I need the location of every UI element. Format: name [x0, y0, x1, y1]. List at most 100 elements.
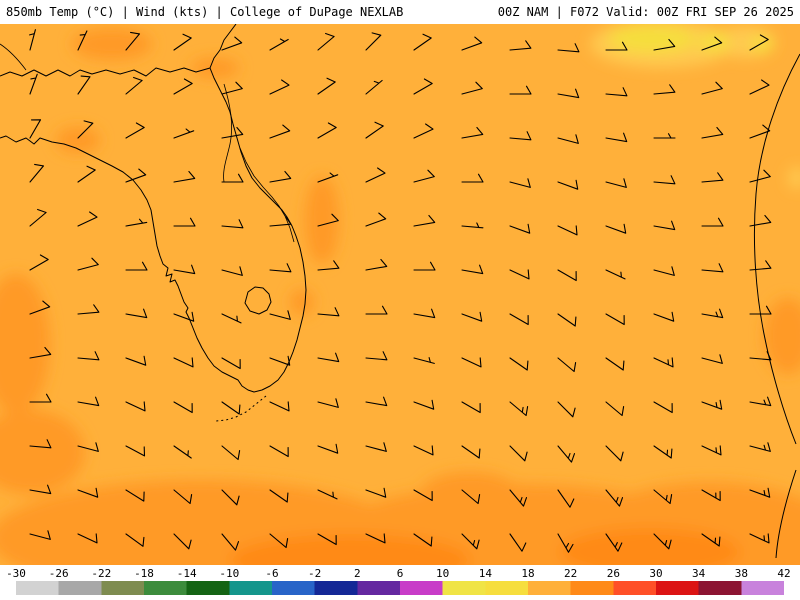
wind-barb — [557, 533, 574, 553]
wind-barb — [701, 308, 724, 319]
wind-barb — [605, 41, 628, 51]
wind-barb — [317, 213, 339, 227]
wind-barb — [365, 487, 387, 498]
wind-barb — [317, 533, 337, 546]
product-title: 850mb Temp (°C) | Wind (kts) | College o… — [6, 5, 404, 19]
wind-barb — [125, 261, 148, 271]
colorbar-tick-label: 26 — [606, 567, 620, 580]
wind-barb — [749, 260, 772, 271]
wind-barb — [77, 30, 88, 51]
wind-barb — [221, 445, 241, 461]
georgia-coast-and-state-border — [0, 24, 237, 77]
bahamas-coastline — [753, 53, 800, 559]
wind-barb — [77, 442, 99, 452]
wind-barb — [269, 401, 290, 412]
wind-barb — [653, 311, 675, 322]
wind-barb — [557, 445, 576, 463]
wind-barb — [125, 308, 148, 319]
wind-barb — [557, 134, 579, 144]
wind-barb — [317, 443, 339, 454]
wind-barb — [317, 260, 340, 271]
temperature-patch — [750, 36, 774, 52]
wind-barb — [269, 445, 289, 458]
colorbar-tick-label: 14 — [478, 567, 492, 580]
colorbar-tick-label: -14 — [176, 567, 197, 580]
wind-barb — [365, 533, 386, 544]
wind-barb — [317, 32, 335, 51]
colorbar-gradient — [16, 581, 784, 595]
wind-barb — [221, 266, 243, 276]
wind-barb — [413, 214, 436, 227]
colorbar-tick-label: -30 — [6, 567, 26, 580]
wind-barb — [701, 217, 724, 227]
wind-barb — [509, 533, 527, 552]
wind-barb — [125, 355, 147, 366]
wind-barbs-layer — [29, 29, 772, 553]
wind-barb — [509, 269, 530, 280]
wind-barb — [701, 354, 723, 364]
wind-barb — [269, 216, 292, 227]
temperature-patch — [72, 28, 152, 60]
colorbar-tick-label: 38 — [734, 567, 748, 580]
wind-barb — [749, 214, 772, 227]
wind-barb — [749, 34, 769, 51]
wind-barb — [461, 264, 484, 275]
wind-barb — [509, 223, 531, 234]
wind-barb — [365, 305, 388, 315]
wind-barb — [125, 76, 143, 95]
wind-barb — [413, 357, 435, 364]
wind-barb — [749, 169, 771, 183]
florida-coastline — [0, 67, 307, 393]
wind-barb — [173, 33, 192, 51]
wind-barb — [653, 38, 676, 51]
wind-barb — [461, 173, 484, 183]
colorbar-tick-label: -2 — [308, 567, 322, 580]
title-bar: 850mb Temp (°C) | Wind (kts) | College o… — [0, 0, 800, 24]
wind-barb — [269, 170, 292, 183]
temperature-patch — [560, 528, 740, 565]
wind-barb — [269, 533, 289, 549]
wind-barb — [413, 533, 433, 547]
wind-barb — [557, 313, 577, 327]
wind-barb — [125, 401, 146, 412]
wind-barb — [221, 357, 241, 370]
colorbar-tick-labels: -30 -26 -22 -18 -14 -10 -6 -2 2 6 10 14 18 22 26 30 34 38… — [6, 567, 791, 580]
wind-barb — [77, 211, 98, 227]
wind-barb — [605, 357, 625, 371]
wind-barb — [557, 225, 578, 236]
temperature-patch — [290, 289, 314, 315]
wind-barb — [749, 305, 772, 315]
wind-barb — [605, 313, 625, 326]
wind-barb — [173, 445, 192, 459]
river-squiggle-nw — [0, 43, 27, 71]
colorbar-tick-label: -18 — [134, 567, 154, 580]
wind-barb — [413, 169, 435, 183]
wind-barb — [29, 208, 47, 227]
wind-barb — [749, 442, 771, 452]
wind-barb — [29, 29, 36, 51]
wind-barb — [749, 533, 770, 544]
wind-barb — [749, 79, 770, 95]
wind-barb — [461, 36, 483, 51]
wind-barb — [125, 533, 145, 547]
wind-barb — [557, 489, 575, 508]
wind-barb — [173, 128, 195, 139]
florida-keys — [215, 395, 267, 422]
wind-barb — [509, 40, 532, 51]
temperature-patch — [764, 298, 800, 374]
wind-barb — [509, 178, 531, 188]
wind-barb — [125, 489, 145, 502]
colorbar-tick-label: 22 — [564, 567, 578, 580]
wind-barb — [413, 261, 436, 271]
wind-barb — [317, 172, 339, 183]
wind-barb — [269, 489, 289, 503]
wind-barb — [653, 175, 676, 185]
wind-barb — [605, 178, 627, 188]
wind-barb — [77, 304, 100, 315]
wind-barb — [29, 393, 52, 403]
wind-barb — [413, 123, 434, 139]
wind-barb — [701, 489, 721, 502]
wind-barb — [605, 401, 625, 417]
wind-barb — [269, 310, 291, 320]
